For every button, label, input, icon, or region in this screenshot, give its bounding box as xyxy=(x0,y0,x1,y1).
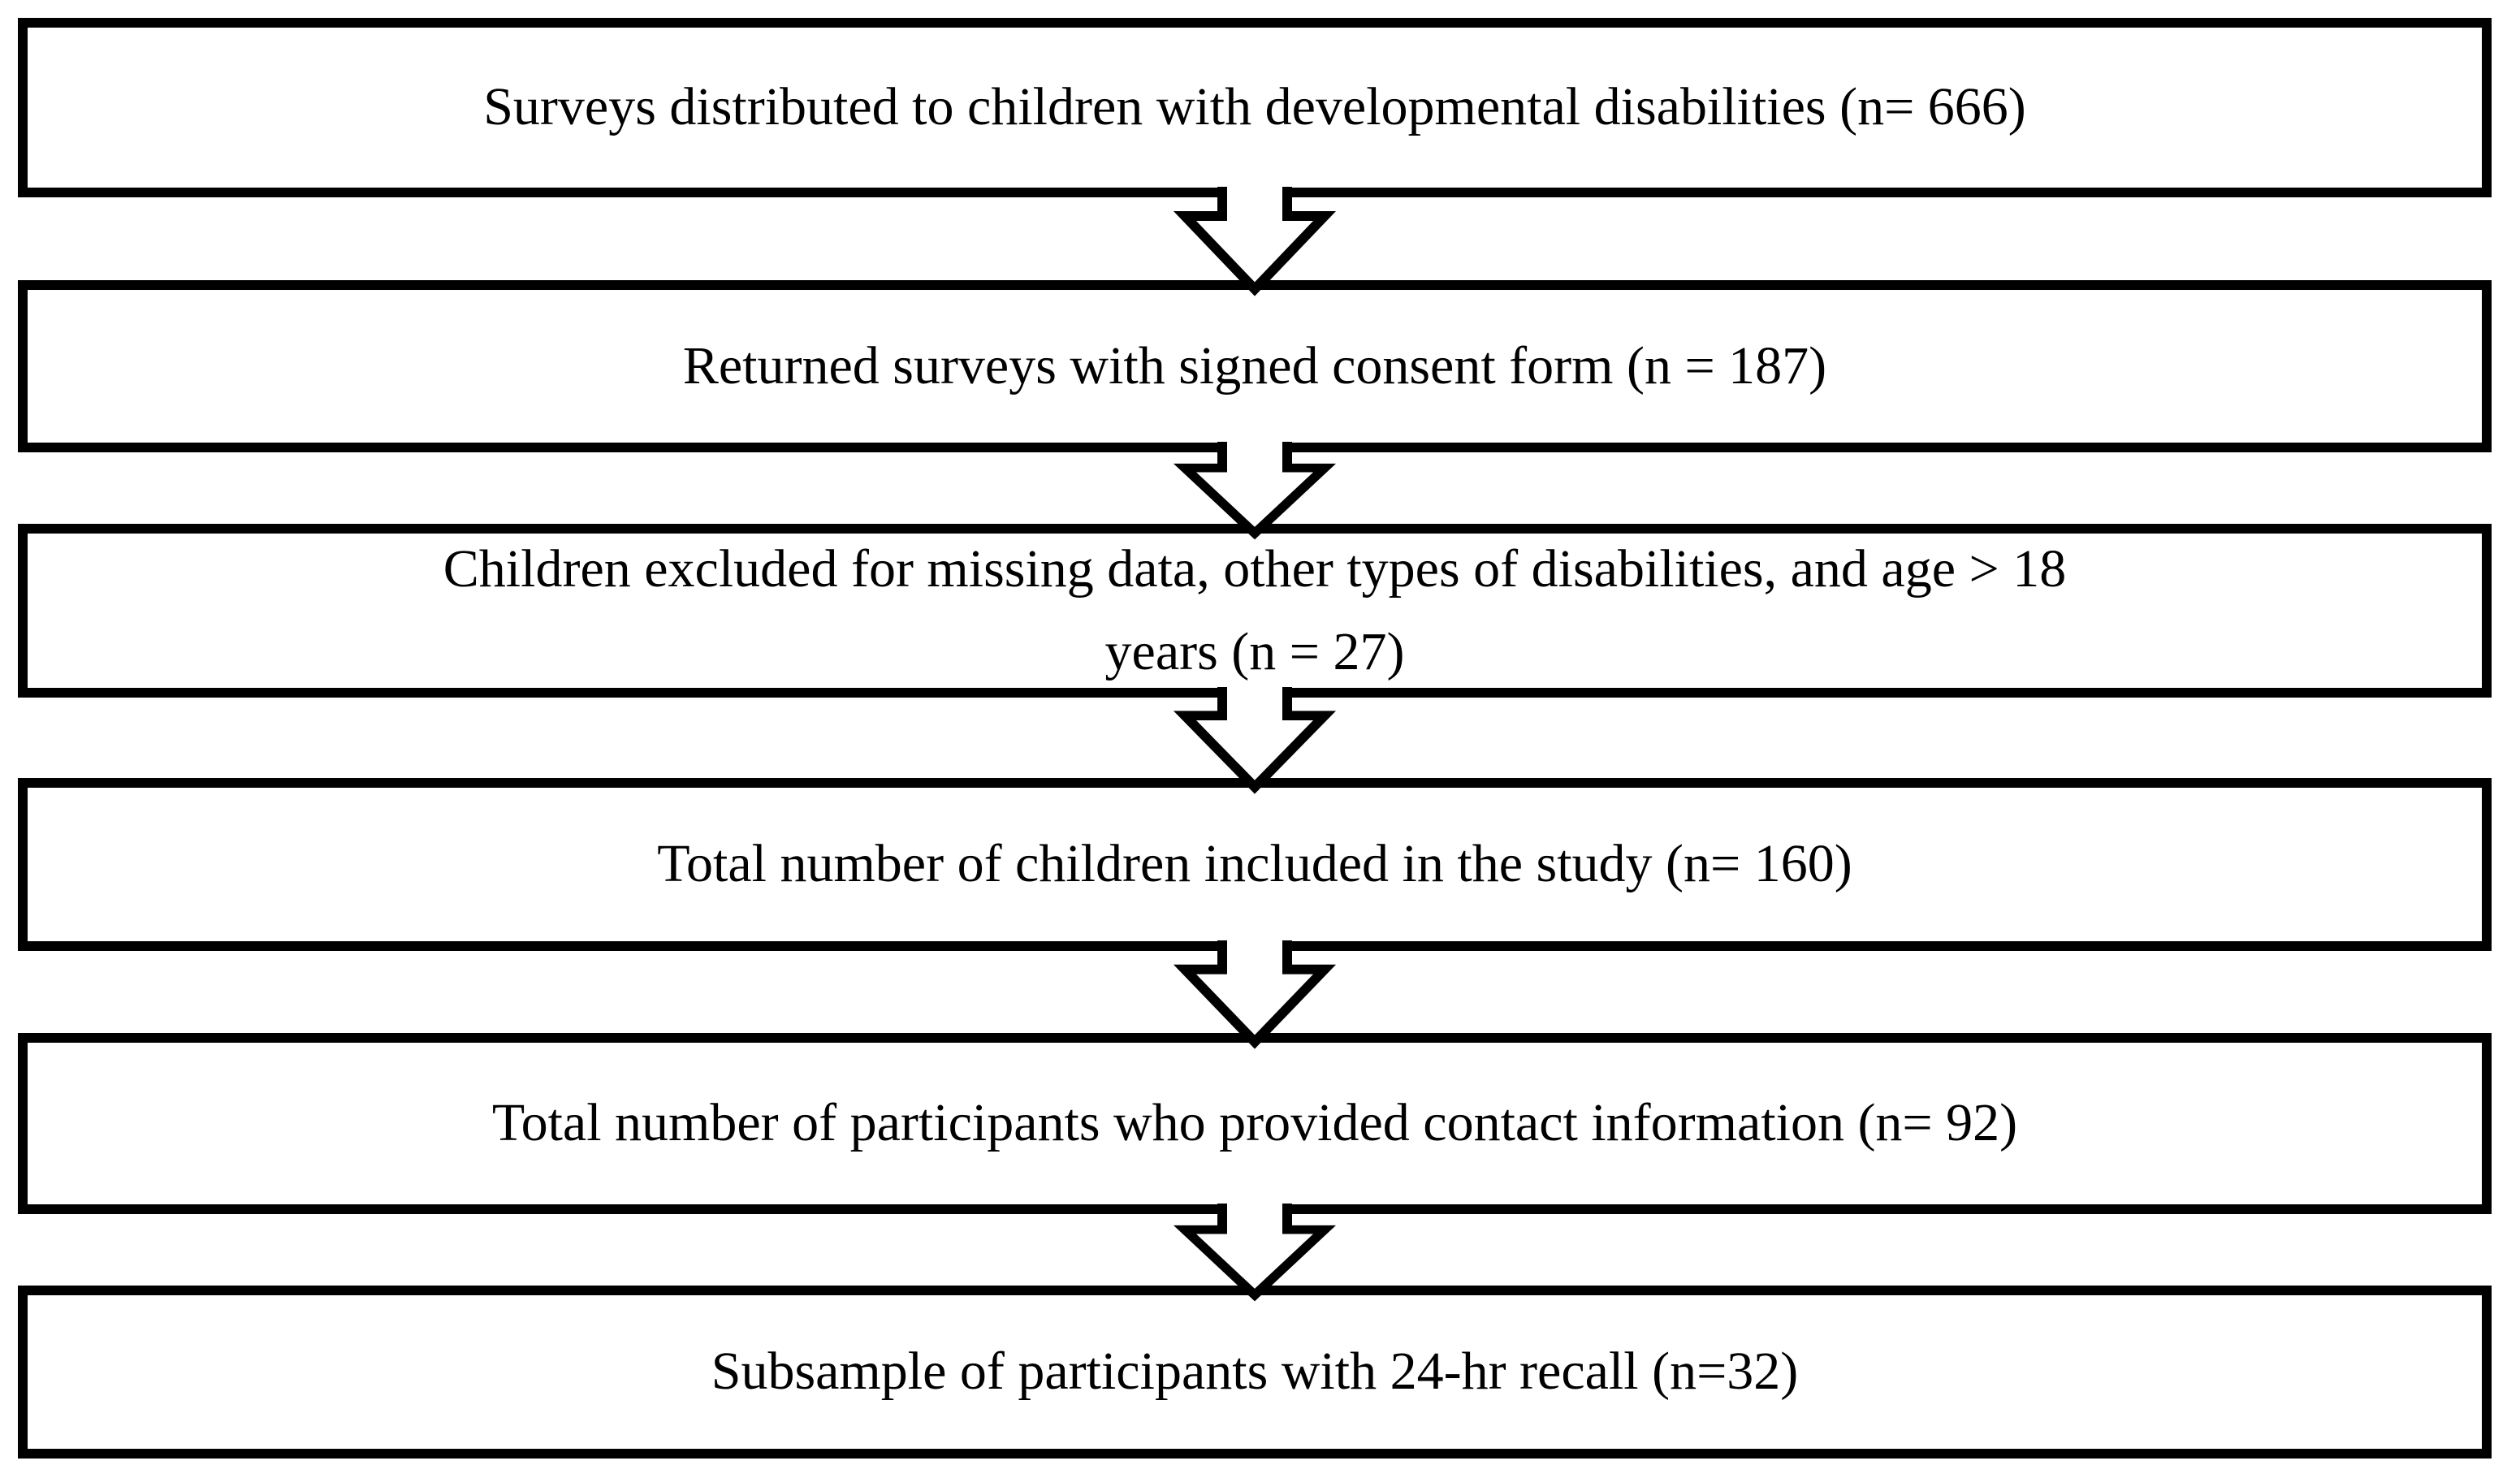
down-arrow-icon xyxy=(1173,1204,1337,1302)
flow-step-label: Surveys distributed to children with dev… xyxy=(483,77,2026,137)
flow-step-surveys-distributed: Surveys distributed to children with dev… xyxy=(18,18,2492,197)
flow-step-label: Total number of children included in the… xyxy=(657,834,1852,894)
down-arrow-icon xyxy=(1173,442,1337,540)
flow-step-returned-surveys: Returned surveys with signed consent for… xyxy=(18,280,2492,452)
flow-step-label: Subsample of participants with 24-hr rec… xyxy=(711,1342,1799,1402)
down-arrow-icon xyxy=(1173,187,1337,296)
flow-step-label: Total number of participants who provide… xyxy=(491,1093,2018,1153)
flow-step-label: Children excluded for missing data, othe… xyxy=(443,538,2067,681)
flow-step-label: Returned surveys with signed consent for… xyxy=(682,335,1827,395)
flow-step-children-excluded: Children excluded for missing data, othe… xyxy=(18,524,2492,698)
flow-step-contact-information: Total number of participants who provide… xyxy=(18,1033,2492,1214)
down-arrow-icon xyxy=(1173,940,1337,1049)
flow-step-subsample-recall: Subsample of participants with 24-hr rec… xyxy=(18,1286,2492,1459)
flow-step-total-included: Total number of children included in the… xyxy=(18,778,2492,951)
down-arrow-icon xyxy=(1173,687,1337,794)
